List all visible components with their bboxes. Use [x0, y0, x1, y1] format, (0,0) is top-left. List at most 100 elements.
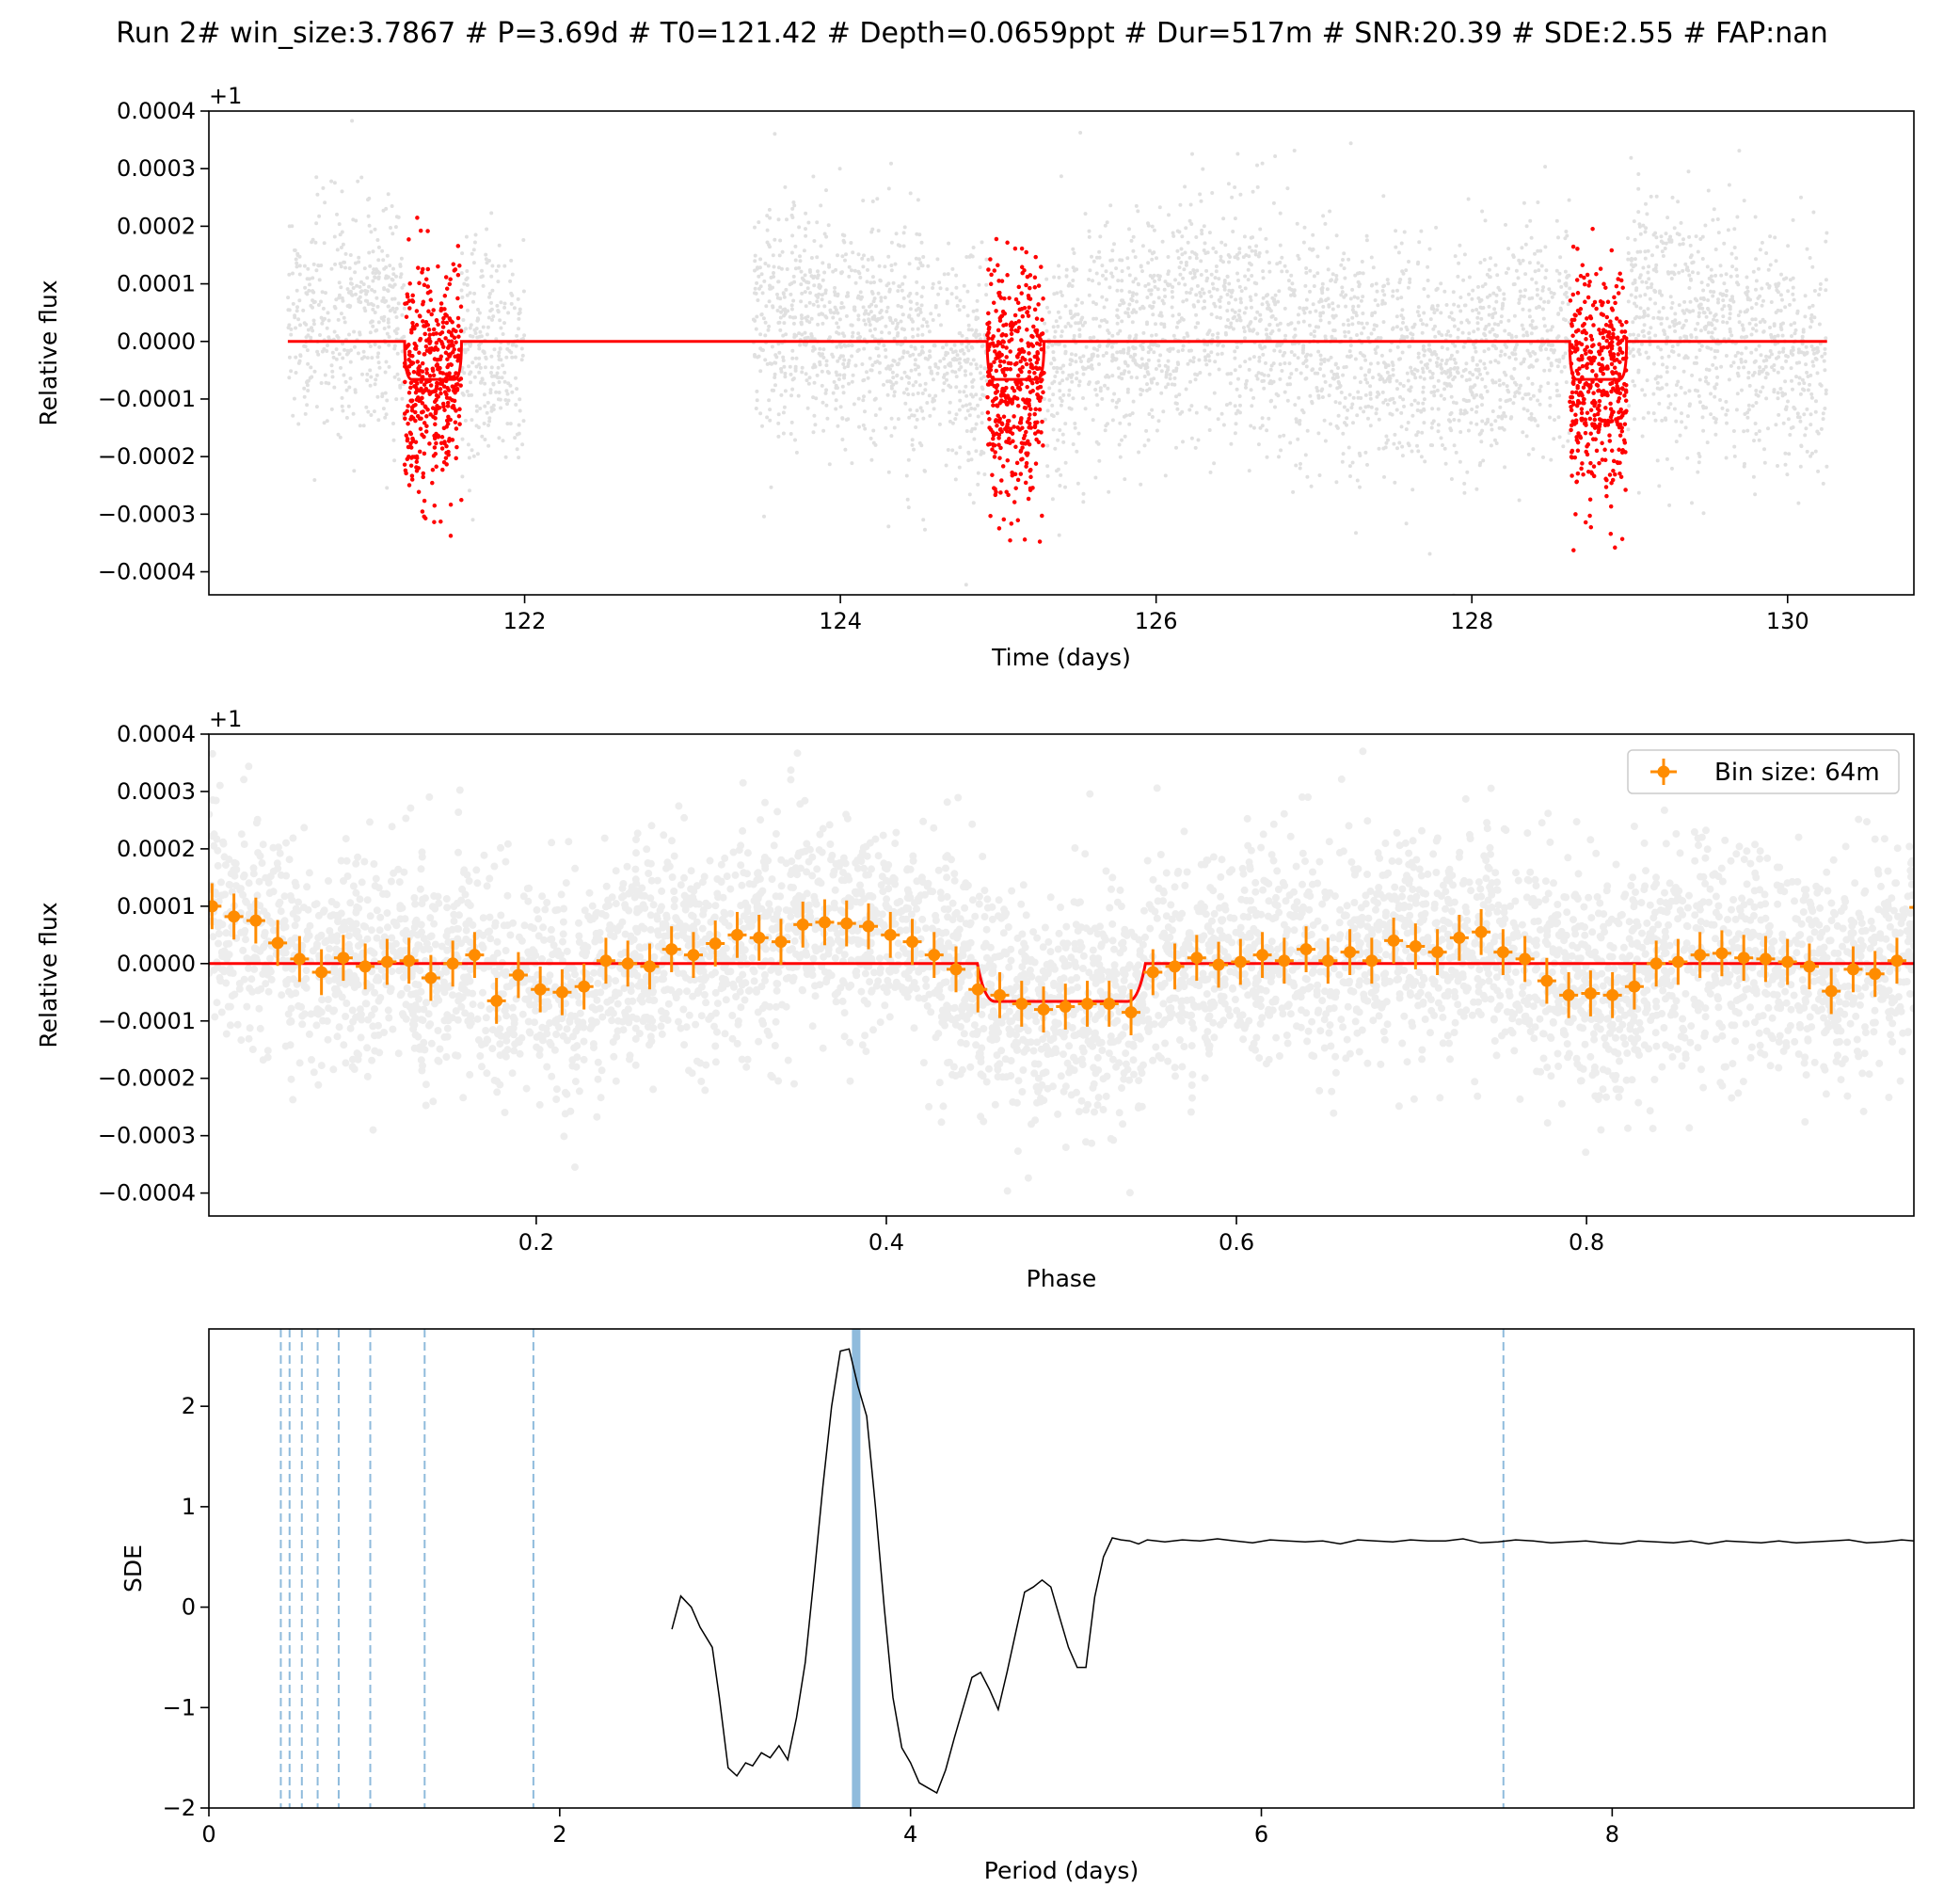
binned-point	[403, 954, 416, 968]
binned-point	[1190, 952, 1203, 965]
binned-point	[1562, 988, 1575, 1001]
binned-point	[271, 936, 284, 950]
y-axis-label: SDE	[120, 1544, 147, 1592]
phasefold-panel: 0.2 0.4 0.6 0.8 −0.0004 −0.0003 −0.0002 −0.0001…	[35, 706, 1915, 1292]
binned-points	[209, 883, 1914, 1035]
binned-point	[1431, 946, 1444, 959]
binned-point	[1759, 952, 1772, 966]
binned-point	[1299, 943, 1313, 956]
y-tick-label: −1	[163, 1694, 196, 1720]
x-tick-label: 0.8	[1569, 1229, 1604, 1256]
binned-point	[753, 931, 766, 944]
y-tick-label: 0.0000	[117, 951, 196, 977]
binned-point	[709, 936, 722, 950]
y-tick-label: −0.0003	[98, 501, 196, 527]
binned-point	[1015, 997, 1028, 1010]
binned-point	[599, 954, 613, 968]
binned-point	[1365, 954, 1378, 968]
binned-point	[249, 914, 263, 927]
axes-frame	[208, 1328, 1915, 1809]
legend-box	[1627, 749, 1900, 794]
binned-point	[1124, 1006, 1138, 1019]
binned-point	[1803, 960, 1816, 973]
x-tick-label: 8	[1605, 1821, 1619, 1848]
lightcurve-panel: 122 124 126 128 130 −0.0004 −0.0003 −0.0002 −0.0…	[35, 83, 1915, 671]
binned-point	[971, 983, 984, 996]
binned-point	[643, 960, 656, 973]
y-tick-label: 0.0001	[117, 271, 196, 297]
binned-point	[1584, 987, 1597, 1000]
binned-point	[359, 960, 372, 973]
binned-point	[1715, 947, 1729, 960]
binned-point	[949, 963, 963, 976]
binned-point	[1606, 988, 1619, 1001]
y-axis-label: Relative flux	[35, 280, 62, 425]
offset-text: +1	[209, 83, 242, 109]
binned-point	[905, 936, 918, 949]
binned-point	[209, 900, 218, 913]
binned-point	[1540, 974, 1554, 987]
axes-frame	[208, 110, 1915, 596]
binned-point	[1890, 954, 1904, 968]
y-tick-label: 0.0001	[117, 893, 196, 920]
binned-point	[730, 928, 743, 941]
binned-point	[380, 955, 393, 968]
legend-marker	[1657, 765, 1670, 778]
y-tick-label: 1	[182, 1494, 196, 1520]
binned-point	[512, 968, 525, 982]
binned-point	[1737, 952, 1750, 965]
x-tick-label: 0	[201, 1821, 215, 1848]
binned-point	[337, 952, 350, 965]
x-tick-label: 0.6	[1219, 1229, 1254, 1256]
binned-point	[293, 952, 306, 966]
periodogram-panel: 0 2 4 6 8 −2 −1 0 1 2 Period (days) SDE	[120, 1328, 1915, 1884]
binned-point	[1496, 946, 1509, 959]
y-tick-label: 0.0004	[117, 721, 196, 747]
y-tick-label: −0.0001	[98, 1008, 196, 1034]
x-tick-label: 122	[503, 608, 547, 634]
offset-text: +1	[209, 706, 242, 732]
binned-point	[621, 957, 634, 970]
binned-point	[1234, 955, 1247, 968]
binned-point	[818, 916, 831, 929]
y-tick-label: 0.0003	[117, 778, 196, 805]
legend-label: Bin size: 64m	[1714, 759, 1880, 787]
binned-point	[994, 988, 1007, 1001]
binned-point	[1169, 960, 1182, 973]
y-tick-label: 0.0000	[117, 328, 196, 355]
binned-point	[228, 910, 241, 923]
x-tick-label: 4	[903, 1821, 917, 1848]
binned-point	[840, 917, 853, 930]
legend: Bin size: 64m	[1627, 749, 1900, 794]
sde-line	[671, 1348, 1914, 1795]
binned-point	[1103, 997, 1116, 1010]
binned-point	[1671, 955, 1684, 968]
binned-point	[1344, 946, 1357, 959]
binned-point	[796, 918, 809, 931]
binned-point	[862, 920, 875, 933]
y-tick-label: 0.0003	[117, 155, 196, 182]
in-transit-points	[402, 216, 1629, 552]
y-tick-label: 0.0002	[117, 213, 196, 239]
x-axis-label: Time (days)	[991, 644, 1131, 671]
y-tick-label: −0.0004	[98, 559, 196, 585]
x-tick-label: 126	[1135, 608, 1178, 634]
transit-model-line	[287, 340, 1827, 381]
raw-points	[286, 119, 1829, 595]
binned-point	[578, 980, 591, 993]
binned-point	[1824, 984, 1838, 998]
binned-point	[1256, 949, 1269, 962]
x-tick-label: 0.2	[518, 1229, 554, 1256]
binned-point	[1037, 1003, 1050, 1016]
binned-point	[1081, 997, 1094, 1010]
binned-point	[1453, 931, 1466, 944]
binned-point	[928, 949, 941, 962]
binned-point	[1628, 980, 1641, 993]
binned-point	[1387, 934, 1400, 947]
x-tick-label: 2	[552, 1821, 566, 1848]
binned-point	[534, 983, 547, 996]
binned-point	[1059, 1000, 1072, 1014]
y-axis-label: Relative flux	[35, 902, 62, 1048]
x-tick-label: 128	[1450, 608, 1493, 634]
